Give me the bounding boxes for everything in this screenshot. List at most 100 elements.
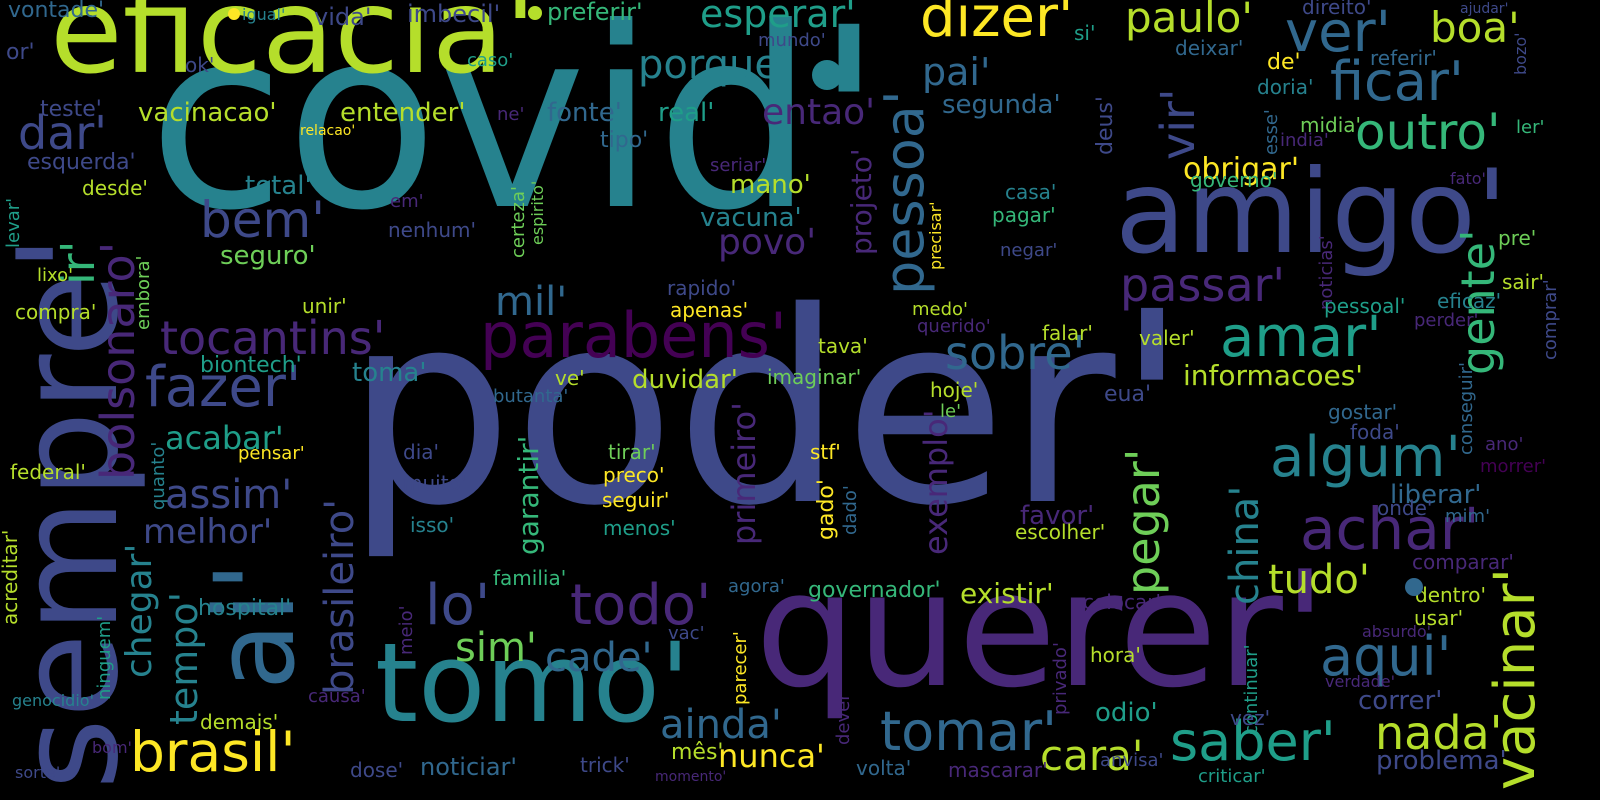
cloud-word: le' xyxy=(940,401,962,422)
cloud-word: vac' xyxy=(668,623,705,644)
cloud-word: dizer' xyxy=(920,0,1074,50)
dot-mark xyxy=(812,60,842,90)
cloud-word: momento' xyxy=(655,769,727,785)
cloud-word: brasil' xyxy=(130,720,296,784)
cloud-word: apenas' xyxy=(670,298,749,322)
cloud-word: vir' xyxy=(1151,88,1205,160)
cloud-word: midia' xyxy=(1300,113,1362,137)
cloud-word: china' xyxy=(1222,485,1268,605)
cloud-word: vez' xyxy=(1230,706,1271,730)
cloud-word: gado' xyxy=(814,479,839,540)
cloud-word: segunda' xyxy=(942,90,1061,120)
cloud-word: aqui' xyxy=(1320,625,1452,688)
cloud-word: governo' xyxy=(1190,168,1278,192)
cloud-word: pegar' xyxy=(1116,448,1170,595)
cloud-word: rapido' xyxy=(667,276,737,300)
cloud-word: noticiar' xyxy=(420,753,518,781)
cloud-word: desde' xyxy=(82,176,148,200)
cloud-word: bom' xyxy=(92,738,132,757)
cloud-word: dado' xyxy=(840,485,861,535)
cloud-word: preferir' xyxy=(547,0,643,26)
cloud-word: pagar' xyxy=(992,203,1056,227)
cloud-word: perder' xyxy=(1414,310,1479,331)
cloud-word: real' xyxy=(658,98,715,128)
cloud-word: nenhum' xyxy=(388,218,476,242)
cloud-word: querer' xyxy=(755,536,1327,723)
cloud-word: mim' xyxy=(1445,506,1491,527)
cloud-word: fonte' xyxy=(547,98,622,128)
cloud-word: entender' xyxy=(340,98,466,128)
cloud-word: passar' xyxy=(1120,258,1286,312)
cloud-word: lixo' xyxy=(37,265,74,286)
cloud-word: ok' xyxy=(185,53,215,77)
cloud-word: correr' xyxy=(1358,686,1443,716)
cloud-word: deus' xyxy=(1093,96,1118,155)
cloud-word: butanta' xyxy=(493,386,569,407)
cloud-word: dia' xyxy=(403,440,440,464)
cloud-word: cade' xyxy=(545,635,653,681)
cloud-word: exemplo' xyxy=(917,409,955,555)
cloud-word: casa' xyxy=(1005,180,1057,204)
cloud-word: covid' xyxy=(148,0,884,265)
cloud-word: esperar' xyxy=(700,0,856,36)
cloud-word: dentro' xyxy=(1415,583,1487,607)
cloud-word: escolher' xyxy=(1015,520,1106,544)
cloud-word: acabar' xyxy=(165,419,284,457)
cloud-word: hospital' xyxy=(198,596,292,621)
cloud-word: mil' xyxy=(495,279,568,325)
cloud-word: compra' xyxy=(15,300,97,324)
cloud-word: negar' xyxy=(1000,240,1058,261)
cloud-word: tirar' xyxy=(608,440,656,464)
cloud-word: informacoes' xyxy=(1183,359,1364,392)
cloud-word: tomo' xyxy=(375,619,691,747)
cloud-word: imbecil' xyxy=(407,0,501,28)
cloud-word: toma' xyxy=(352,358,427,388)
cloud-word: sair' xyxy=(1502,270,1544,294)
cloud-word: pessoa' xyxy=(873,90,936,295)
cloud-word: bozo' xyxy=(1511,32,1530,75)
cloud-word: hora' xyxy=(1090,643,1141,667)
cloud-word: stf' xyxy=(810,440,841,464)
cloud-word: doria' xyxy=(1257,75,1314,99)
cloud-word: ler' xyxy=(1516,117,1545,138)
cloud-word: eficaz' xyxy=(1437,289,1502,313)
cloud-word: demais' xyxy=(200,710,279,734)
cloud-word: familia' xyxy=(493,566,567,590)
cloud-word: unir' xyxy=(302,294,347,318)
cloud-word: assim' xyxy=(165,472,293,518)
cloud-word: governador' xyxy=(808,578,941,603)
cloud-word: referir' xyxy=(1370,46,1437,70)
cloud-word: povo' xyxy=(718,222,817,263)
cloud-word: parecer' xyxy=(730,631,751,705)
cloud-word: fato' xyxy=(1450,169,1486,188)
cloud-word: seriar' xyxy=(710,155,767,176)
cloud-word: comparar' xyxy=(1412,550,1514,574)
cloud-word: nunca' xyxy=(718,737,825,775)
cloud-word: causa' xyxy=(308,686,366,707)
cloud-word: odio' xyxy=(1095,698,1158,728)
cloud-word: privado' xyxy=(1050,642,1071,715)
cloud-word: sorte' xyxy=(15,763,61,782)
cloud-word: federal' xyxy=(10,460,86,484)
cloud-word: bem' xyxy=(200,191,325,249)
cloud-word: chegar' xyxy=(119,543,160,678)
cloud-word: boa' xyxy=(1430,3,1520,52)
cloud-word: comprar' xyxy=(1540,279,1561,360)
cloud-word: india' xyxy=(1280,130,1329,151)
cloud-word: querido' xyxy=(917,316,991,337)
cloud-word: pessoal' xyxy=(1324,294,1406,318)
cloud-word: tomar' xyxy=(880,700,1057,763)
cloud-word: dar' xyxy=(18,106,107,160)
cloud-word: valer' xyxy=(1139,326,1195,350)
cloud-word: total' xyxy=(245,171,312,201)
cloud-word: cara' xyxy=(1040,731,1144,780)
cloud-word: seguro' xyxy=(220,241,316,271)
cloud-word: mês' xyxy=(671,740,724,765)
cloud-word: teste' xyxy=(40,97,102,122)
cloud-word: si' xyxy=(1074,21,1096,45)
cloud-word: de' xyxy=(1267,50,1301,75)
cloud-word: vontade' xyxy=(8,0,105,23)
cloud-word: vacuna' xyxy=(700,203,802,233)
cloud-word: isso' xyxy=(410,513,455,537)
